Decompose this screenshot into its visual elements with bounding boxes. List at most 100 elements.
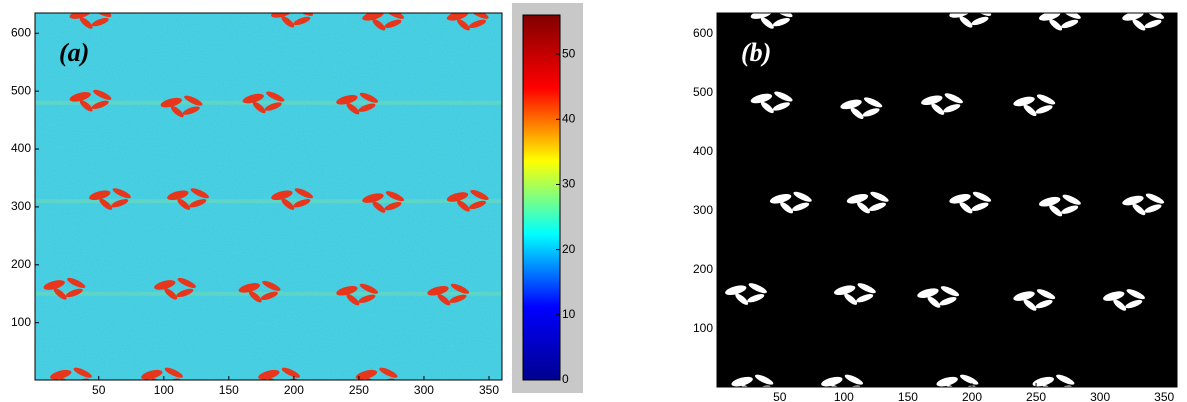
plant-leaf — [959, 202, 973, 214]
plant-leaf — [160, 97, 182, 108]
plant-leaf — [93, 89, 112, 100]
plant-leaf — [971, 16, 989, 26]
plant-leaf — [69, 13, 91, 19]
colorbar-tick-label: 50 — [562, 46, 576, 60]
plant-leaf — [1144, 204, 1162, 213]
plant-leaf — [457, 200, 470, 212]
plant-leaf — [774, 91, 793, 102]
plant-leaf — [844, 374, 864, 385]
plant-leaf — [170, 105, 184, 118]
plant-leaf — [346, 103, 360, 115]
plant-leaf — [870, 191, 889, 202]
plant-leaf — [772, 17, 790, 27]
plant-leaf — [260, 291, 278, 301]
plant-leaf — [750, 93, 773, 104]
image-area — [35, 13, 502, 380]
plant-leaf — [792, 202, 810, 211]
plant-leaf — [1062, 13, 1081, 19]
plant-leaf — [846, 193, 869, 204]
plant-leaf — [735, 293, 749, 305]
plant-leaf — [862, 108, 880, 117]
y-tick-label: 600 — [693, 26, 713, 40]
plant-leaf — [1144, 19, 1162, 29]
plant-leaf — [1036, 94, 1056, 105]
plant-leaf — [1013, 96, 1035, 107]
plant-leaf — [164, 288, 178, 300]
plant-leaf — [747, 294, 765, 303]
plant-leaf — [182, 106, 200, 115]
plant-leaf — [266, 91, 285, 102]
axes-frame — [716, 12, 1178, 388]
plant-leaf — [1056, 374, 1075, 385]
plant-leaf — [760, 17, 774, 29]
plant-leaf — [189, 199, 207, 208]
plant-leaf — [73, 367, 92, 378]
plant-leaf — [1145, 13, 1165, 19]
plant-leaf — [1036, 289, 1056, 300]
stripe — [35, 100, 502, 105]
plant-leaf — [281, 367, 301, 378]
plant-leaf — [1049, 205, 1063, 217]
plant-leaf — [833, 285, 856, 296]
plant-leaf — [336, 285, 358, 296]
x-tick-label: 200 — [962, 390, 982, 402]
plant-leaf — [385, 13, 405, 19]
plant-leaf — [93, 13, 112, 18]
plant-leaf — [248, 291, 262, 303]
plant-leaf — [1145, 193, 1165, 204]
plant-leaf — [850, 107, 864, 120]
plant-leaf — [271, 13, 293, 18]
plant-leaf — [262, 280, 281, 291]
plant-leaf — [949, 13, 971, 18]
plant-leaf — [91, 17, 109, 27]
plant-leaf — [362, 193, 384, 203]
plant-leaf — [112, 188, 131, 199]
plant-leaf — [944, 93, 963, 104]
plant-leaf — [755, 374, 774, 385]
plant-leaf — [281, 16, 295, 28]
plant-leaf — [917, 288, 939, 298]
plant-leaf — [177, 198, 191, 210]
colorbar-tick-label: 10 — [562, 307, 576, 321]
x-tick-label: 350 — [479, 383, 499, 397]
plant-leaf — [336, 94, 358, 105]
plant-leaf — [79, 100, 93, 112]
plant-leaf — [840, 99, 862, 110]
plant-leaf — [959, 16, 973, 28]
plant-leaf — [1035, 105, 1053, 114]
plant-leaf — [164, 367, 183, 378]
plant-leaf — [449, 294, 467, 303]
plant-leaf — [1023, 104, 1037, 117]
plant-leaf — [271, 190, 293, 201]
x-tick-label: 250 — [1026, 390, 1046, 402]
plant-leaf — [793, 191, 812, 202]
plant-leaf — [358, 103, 376, 112]
x-tick-label: 200 — [284, 383, 304, 397]
plant-leaf — [91, 100, 109, 110]
y-tick-label: 400 — [11, 141, 31, 155]
plant-leaf — [176, 288, 194, 298]
plant-leaf — [1122, 195, 1144, 206]
plant-leaf — [971, 202, 989, 211]
plant-leaf — [943, 104, 961, 113]
plant-leaf — [844, 293, 858, 305]
plant-leaf — [89, 190, 111, 201]
plant-leaf — [372, 201, 386, 213]
plant-leaf — [450, 283, 470, 294]
plant-leaf — [1062, 194, 1081, 205]
plant-leaf — [293, 16, 311, 26]
y-tick-label: 200 — [11, 257, 31, 271]
plant-leaf — [293, 199, 311, 208]
x-tick-label: 300 — [1090, 390, 1110, 402]
plant-leaf — [470, 13, 489, 19]
plant-leaf — [863, 97, 883, 108]
stripe — [35, 199, 502, 204]
plant-leaf — [50, 369, 72, 380]
y-tick-label: 200 — [693, 262, 713, 276]
x-tick-label: 100 — [154, 383, 174, 397]
y-tick-label: 500 — [693, 85, 713, 99]
plant-leaf — [1103, 291, 1125, 301]
plant-leaf — [468, 200, 486, 210]
plant-leaf — [372, 19, 386, 31]
x-tick-label: 50 — [92, 383, 106, 397]
